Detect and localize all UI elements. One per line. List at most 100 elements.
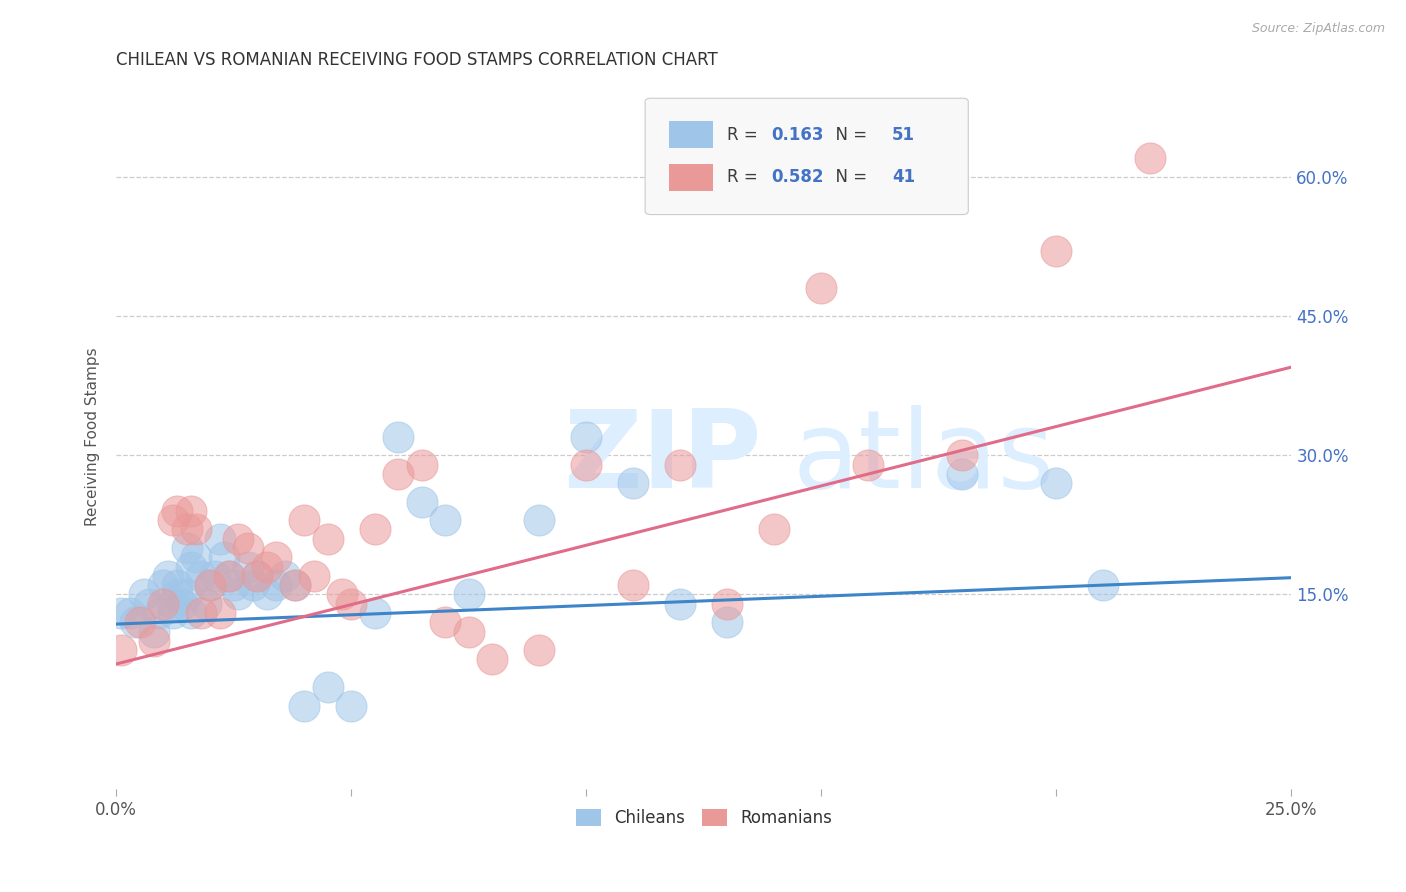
Point xyxy=(166,504,188,518)
Point xyxy=(236,559,259,574)
Text: Source: ZipAtlas.com: Source: ZipAtlas.com xyxy=(1251,22,1385,36)
Point xyxy=(330,587,353,601)
Point xyxy=(256,587,278,601)
Text: ZIP: ZIP xyxy=(562,405,761,511)
Point xyxy=(110,643,132,657)
Point xyxy=(575,430,598,444)
Point xyxy=(716,615,738,630)
Point xyxy=(411,494,433,508)
Point xyxy=(364,606,387,620)
Point xyxy=(222,578,245,592)
Point xyxy=(204,569,226,583)
Text: N =: N = xyxy=(825,126,872,144)
Point xyxy=(246,569,269,583)
Point xyxy=(152,597,174,611)
FancyBboxPatch shape xyxy=(645,98,969,215)
Point xyxy=(208,606,231,620)
Point xyxy=(120,606,142,620)
FancyBboxPatch shape xyxy=(669,121,713,148)
Point xyxy=(180,606,202,620)
Point xyxy=(142,633,165,648)
Point xyxy=(180,504,202,518)
Y-axis label: Receiving Food Stamps: Receiving Food Stamps xyxy=(86,347,100,526)
Point xyxy=(284,578,307,592)
Point xyxy=(228,532,250,546)
Point xyxy=(148,606,170,620)
Point xyxy=(529,643,551,657)
Point xyxy=(1092,578,1115,592)
Point xyxy=(218,569,240,583)
Point xyxy=(434,615,457,630)
Point xyxy=(162,597,184,611)
Point xyxy=(228,587,250,601)
Point xyxy=(302,569,325,583)
Text: 51: 51 xyxy=(891,126,915,144)
Text: atlas: atlas xyxy=(792,405,1054,511)
Point xyxy=(387,467,409,481)
Point xyxy=(162,513,184,527)
Point xyxy=(138,597,160,611)
Point xyxy=(292,513,315,527)
Point xyxy=(200,578,222,592)
FancyBboxPatch shape xyxy=(669,164,713,191)
Point xyxy=(529,513,551,527)
Point xyxy=(166,587,188,601)
Point xyxy=(340,597,363,611)
Point xyxy=(218,569,240,583)
Point xyxy=(208,532,231,546)
Point xyxy=(1045,476,1067,491)
Point xyxy=(162,606,184,620)
Point xyxy=(284,578,307,592)
Point xyxy=(256,559,278,574)
Point xyxy=(669,458,692,472)
Point xyxy=(716,597,738,611)
Point xyxy=(292,698,315,713)
Point xyxy=(242,578,264,592)
Point xyxy=(264,550,287,565)
Point xyxy=(236,541,259,555)
Point xyxy=(481,652,503,666)
Point xyxy=(152,578,174,592)
Point xyxy=(810,281,832,295)
Point xyxy=(186,523,208,537)
Point xyxy=(457,624,479,639)
Point xyxy=(274,569,297,583)
Point xyxy=(858,458,880,472)
Point xyxy=(142,624,165,639)
Point xyxy=(246,569,269,583)
Point xyxy=(387,430,409,444)
Point xyxy=(950,448,973,462)
Point xyxy=(669,597,692,611)
Point xyxy=(176,587,198,601)
Text: R =: R = xyxy=(727,169,763,186)
Point xyxy=(200,578,222,592)
Point xyxy=(457,587,479,601)
Point xyxy=(180,559,202,574)
Point xyxy=(186,550,208,565)
Point xyxy=(621,476,644,491)
Point xyxy=(172,597,194,611)
Point xyxy=(190,569,212,583)
Point xyxy=(176,523,198,537)
Text: N =: N = xyxy=(825,169,872,186)
Point xyxy=(166,578,188,592)
Point xyxy=(128,615,150,630)
Point xyxy=(194,597,217,611)
Point xyxy=(434,513,457,527)
Point xyxy=(763,523,786,537)
Point xyxy=(134,587,156,601)
Point xyxy=(575,458,598,472)
Point xyxy=(1139,152,1161,166)
Text: 0.163: 0.163 xyxy=(770,126,824,144)
Point xyxy=(621,578,644,592)
Point xyxy=(190,606,212,620)
Text: 41: 41 xyxy=(891,169,915,186)
Point xyxy=(176,541,198,555)
Point xyxy=(340,698,363,713)
Point xyxy=(214,550,236,565)
Text: CHILEAN VS ROMANIAN RECEIVING FOOD STAMPS CORRELATION CHART: CHILEAN VS ROMANIAN RECEIVING FOOD STAMP… xyxy=(117,51,718,69)
Point xyxy=(316,532,339,546)
Text: R =: R = xyxy=(727,126,763,144)
Point xyxy=(110,606,132,620)
Point xyxy=(411,458,433,472)
